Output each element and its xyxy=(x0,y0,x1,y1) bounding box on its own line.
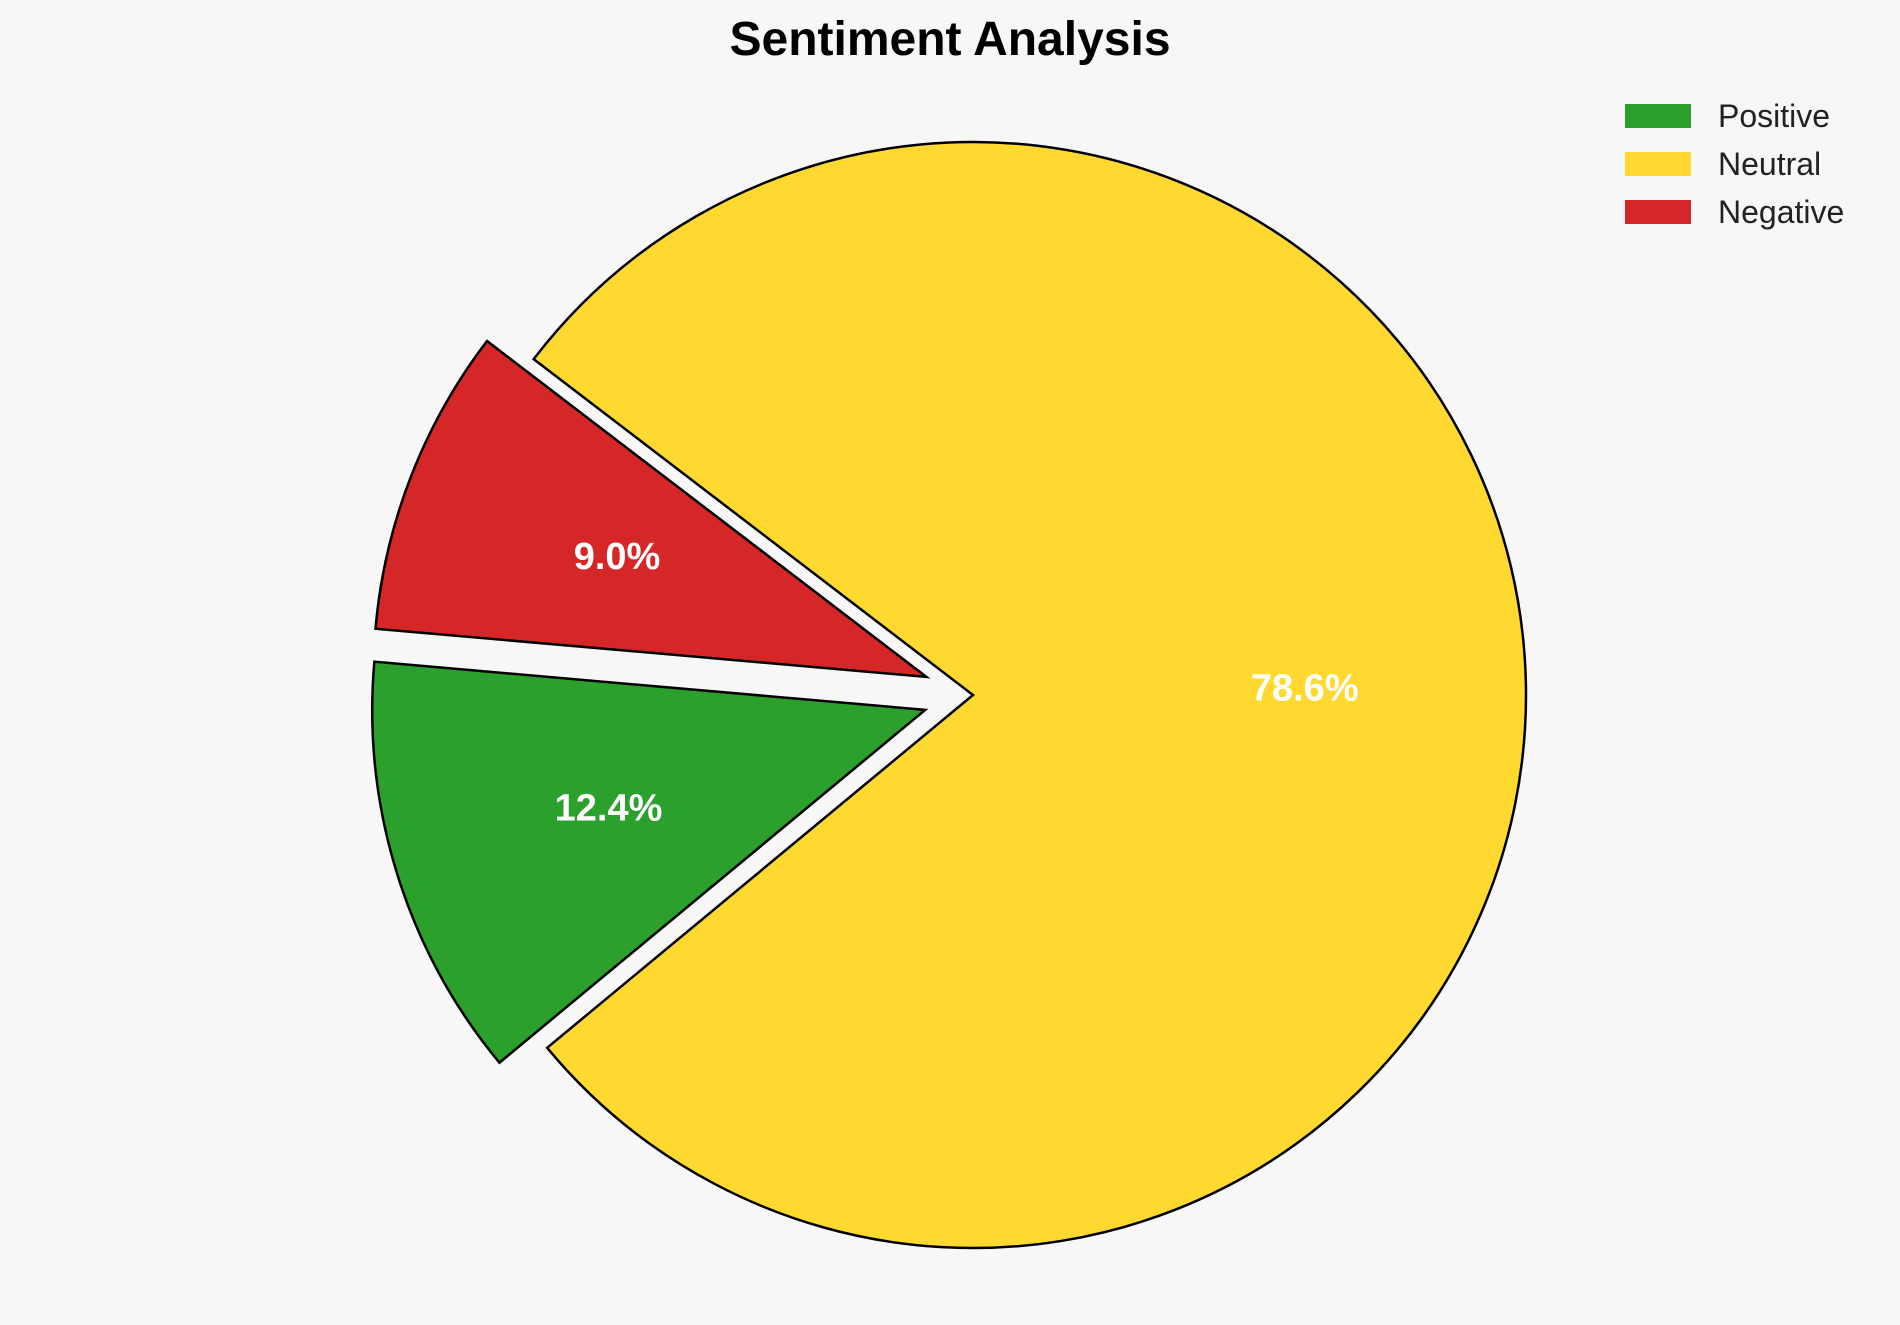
legend: Positive Neutral Negative xyxy=(1625,98,1844,230)
legend-swatch-positive xyxy=(1625,104,1691,128)
legend-swatch-neutral xyxy=(1625,152,1691,176)
slice-label-neutral: 78.6% xyxy=(1251,668,1359,710)
legend-label-negative: Negative xyxy=(1718,194,1844,230)
pie-slice-positive xyxy=(371,660,929,1065)
slice-label-negative: 9.0% xyxy=(574,536,661,578)
chart-title: Sentiment Analysis xyxy=(729,13,1170,66)
pie-slices xyxy=(371,140,1528,1250)
legend-label-neutral: Neutral xyxy=(1718,146,1821,182)
slice-label-positive: 12.4% xyxy=(555,788,663,830)
legend-swatch-negative xyxy=(1625,200,1691,224)
pie-slice-neutral xyxy=(531,140,1528,1250)
legend-label-positive: Positive xyxy=(1718,98,1830,134)
pie-slice-negative xyxy=(374,339,931,679)
pie-slice-labels: 12.4% 78.6% 9.0% xyxy=(555,536,1359,830)
